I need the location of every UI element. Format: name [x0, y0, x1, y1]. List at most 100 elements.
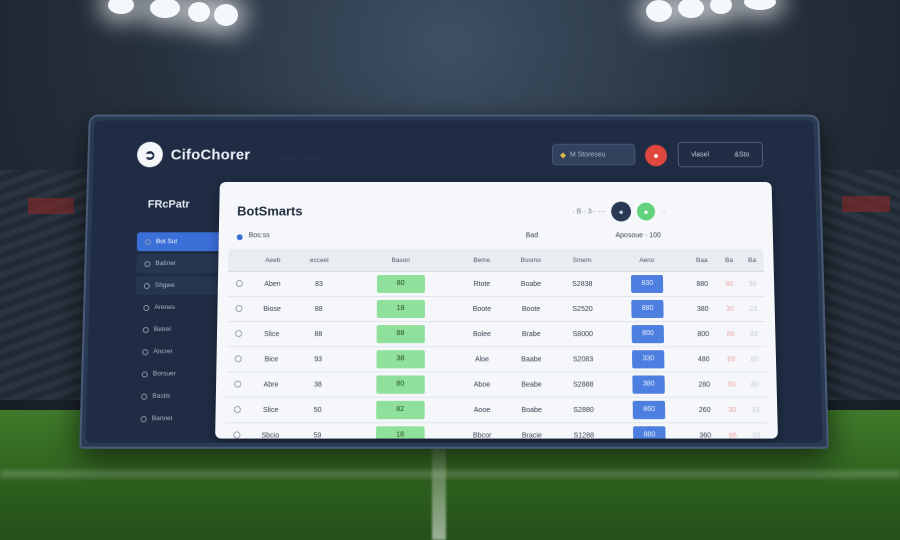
table-cell: 280	[688, 372, 720, 397]
bullet-icon	[141, 393, 147, 399]
cell-value: 480	[698, 356, 710, 363]
app-screen: ➲ CifoChorer · · · · · · · · · · · ◆ M S…	[85, 120, 822, 442]
sidebar-item[interactable]: Batiner	[136, 254, 220, 273]
table-row[interactable]: Sbcio 59 18 Bbcor Bracie S1288 880 360 86 33	[225, 423, 768, 439]
table-row[interactable]: Bice 93 38 Aloe Baabe S2083 330 480 89 80	[226, 347, 766, 372]
sidebar-nav: Bot Sut Batiner Shgwe Arenes Betrel Ancr…	[132, 232, 221, 431]
cell-value: 330	[632, 350, 664, 368]
toolbar-text: · B·· 3·· ···	[572, 208, 605, 215]
sidebar-item[interactable]: Shgwe	[136, 276, 220, 295]
sidebar-item[interactable]: Bannel	[132, 409, 217, 428]
account-menu[interactable]: vlasel &Sto	[678, 142, 764, 167]
table-cell: 88	[295, 296, 343, 321]
header-search[interactable]: ◆ M Storeseu	[552, 144, 635, 166]
filter-middle[interactable]: Bad	[526, 232, 538, 239]
table-cell: Baabe	[506, 347, 558, 372]
sidebar-item[interactable]: Ancrer	[134, 342, 219, 361]
cell-value: 380	[697, 305, 709, 312]
column-header[interactable]: Aeno	[608, 249, 687, 271]
alert-icon[interactable]: ●	[645, 145, 667, 167]
radio-icon[interactable]	[235, 304, 242, 311]
cell-value: Brabe	[522, 331, 541, 338]
filter-dot-icon[interactable]	[237, 234, 243, 240]
cell-value: Abre	[264, 381, 279, 388]
radio-icon[interactable]	[234, 380, 241, 387]
column-header[interactable]: Aeeb	[250, 249, 295, 271]
row-select[interactable]	[225, 397, 248, 422]
cell-value: 380	[632, 375, 665, 393]
sidebar-item[interactable]: Betrel	[135, 320, 220, 339]
cell-value: Bolee	[473, 331, 491, 338]
filter-label[interactable]: Bos:ss	[249, 232, 270, 239]
row-select[interactable]	[227, 322, 250, 347]
cell-value: 90	[728, 381, 736, 388]
pitch-center-line	[432, 448, 446, 540]
top-nav-item[interactable]: · · · · · ·	[300, 156, 320, 162]
cell-value: 260	[699, 406, 711, 413]
table-cell: Abre	[248, 372, 294, 397]
radio-icon[interactable]	[235, 330, 242, 337]
sidebar-item-label: Borsuer	[153, 370, 176, 377]
table-cell: 86	[721, 423, 745, 439]
cell-value: 38	[376, 350, 424, 368]
table-row[interactable]: Abre 38 80 Aboe Beabe S2888 380 280 90 80	[226, 372, 767, 397]
status-icon[interactable]: ●	[637, 203, 655, 221]
row-select[interactable]	[226, 347, 249, 372]
column-header[interactable]: Smem	[556, 249, 607, 271]
sidebar-item[interactable]: Bot Sut	[137, 232, 221, 251]
table-row[interactable]: Slice 50 82 Aooe Boabe S2880 860 260 30 33	[225, 397, 767, 422]
more-icon[interactable]: ◌	[661, 207, 666, 216]
filter-right[interactable]: Aposoue · 100	[615, 232, 660, 239]
radio-icon[interactable]	[235, 280, 242, 287]
table-row[interactable]: Aben 83 80 Rtote Boabe S2838 830 880 80 38	[228, 272, 765, 297]
column-header[interactable]: ecceel	[295, 249, 343, 271]
column-header[interactable]: Bason	[343, 249, 458, 271]
radio-icon[interactable]	[233, 405, 240, 412]
cell-value: S2520	[572, 305, 592, 312]
radio-icon[interactable]	[234, 355, 241, 362]
settings-icon[interactable]: ●	[611, 202, 631, 222]
table-row[interactable]: Slice 88 88 Bolee Brabe S8000 800 800 86 83	[227, 322, 766, 347]
cell-value: Aooe	[474, 406, 491, 413]
table-cell: 80	[343, 272, 459, 297]
column-header[interactable]: Baa	[686, 249, 718, 271]
radio-icon[interactable]	[233, 431, 240, 438]
cell-value: 80	[377, 275, 425, 293]
column-header[interactable]: Ba	[717, 249, 740, 271]
cell-value: 88	[314, 331, 322, 338]
row-select[interactable]	[225, 423, 248, 439]
cell-value: 800	[632, 325, 664, 343]
cell-value: 30	[728, 406, 736, 413]
sidebar-item[interactable]: Borsuer	[133, 364, 218, 383]
table-cell: Slice	[249, 322, 295, 347]
cell-value: Boabe	[521, 280, 541, 287]
sidebar-item[interactable]: Arenes	[135, 298, 220, 317]
table-cell: 800	[687, 322, 719, 347]
column-header[interactable]: Beme	[458, 249, 505, 271]
bullet-icon	[143, 304, 149, 310]
cell-value: Baabe	[521, 356, 541, 363]
row-select[interactable]	[226, 372, 249, 397]
cell-value: 18	[376, 300, 424, 318]
column-header[interactable]: Ba	[740, 249, 764, 271]
table-cell: 59	[293, 423, 342, 439]
table-cell: 480	[688, 347, 720, 372]
table-row[interactable]: Biose 88 18 Boote Boote S2520 880 380 30 23	[227, 296, 765, 321]
cell-value: Biose	[263, 305, 281, 312]
sidebar-item-label: Betrel	[154, 326, 171, 333]
cell-value: S1288	[574, 432, 595, 439]
row-select[interactable]	[227, 296, 249, 321]
table-cell: S8000	[557, 322, 609, 347]
cell-value: 280	[698, 381, 710, 388]
top-nav-item[interactable]: · · · · ·	[277, 156, 294, 162]
brand[interactable]: ➲ CifoChorer	[137, 142, 251, 167]
bot-stats-panel: BotSmarts · B·· 3·· ··· ● ● ◌ Bos:ss Bad…	[215, 182, 778, 439]
table-cell: Bbcor	[458, 423, 505, 439]
table-cell: Bice	[249, 347, 295, 372]
table-body: Aben 83 80 Rtote Boabe S2838 830 880 80 38 Biose 88…	[225, 272, 768, 439]
sidebar-item[interactable]: Bastis	[133, 387, 218, 406]
row-select[interactable]	[228, 272, 250, 297]
column-header[interactable]: Bsomo	[505, 249, 556, 271]
bullet-icon	[144, 261, 150, 267]
account-label: vlasel	[691, 151, 709, 158]
